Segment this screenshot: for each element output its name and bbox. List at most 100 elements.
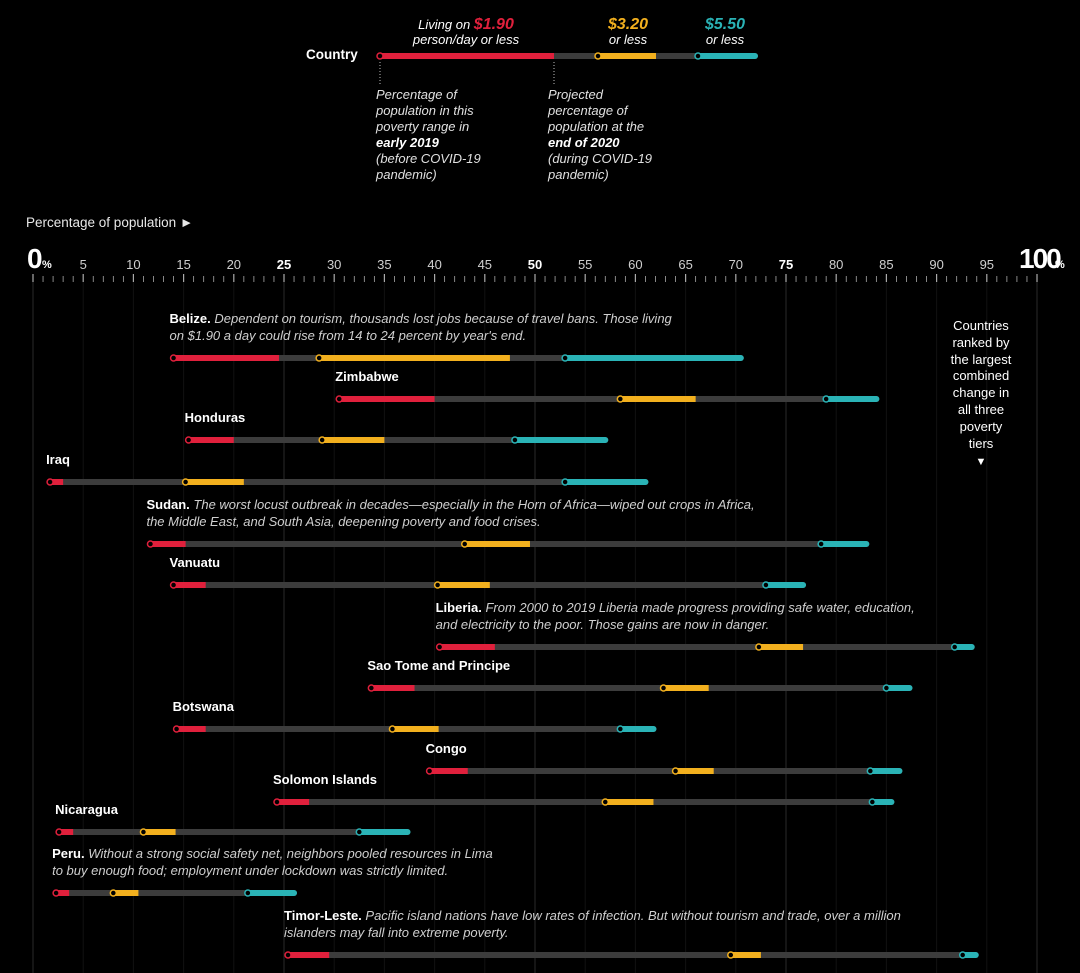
tier2-start-dot bbox=[755, 643, 763, 651]
tick-label-0: 0 bbox=[27, 243, 42, 274]
country-label: Belize. Dependent on tourism, thousands … bbox=[170, 311, 672, 344]
country-name: Nicaragua bbox=[55, 801, 118, 817]
country-name: Sudan. bbox=[146, 497, 190, 512]
tier1-start-dot bbox=[273, 798, 281, 806]
tier1-start-dot bbox=[284, 951, 292, 959]
country-label: Honduras bbox=[185, 410, 246, 427]
country-row-timor-leste bbox=[284, 951, 979, 959]
tick-label-40: 40 bbox=[427, 257, 441, 272]
tier3-start-dot bbox=[868, 798, 877, 806]
country-row-honduras bbox=[184, 436, 609, 444]
rank-note: Countries ranked by the largest combined cha… bbox=[936, 318, 1026, 471]
country-label: Timor-Leste. Pacific island nations have… bbox=[284, 908, 901, 941]
tier1-start-dot bbox=[52, 889, 60, 897]
rank-note-line: the largest bbox=[950, 351, 1012, 367]
start-note-line: Percentage of bbox=[376, 87, 457, 102]
tier1-start-dot bbox=[435, 643, 444, 651]
start-note-line: early 2019 bbox=[376, 135, 439, 150]
legend-tier3-amount: $5.50 bbox=[704, 16, 746, 33]
end-note-line: (during COVID-19 bbox=[548, 151, 653, 166]
country-name: Iraq bbox=[46, 451, 70, 467]
tier2-start-dot bbox=[727, 951, 735, 959]
country-name: Liberia. bbox=[435, 600, 482, 615]
down-arrow-icon: ▼ bbox=[975, 456, 987, 469]
country-row-solomon-islands bbox=[273, 798, 895, 806]
tier3-start-dot bbox=[958, 951, 967, 959]
country-label: Vanuatu bbox=[170, 555, 221, 572]
end-note-line: pandemic) bbox=[548, 167, 609, 182]
tier2-start-dot bbox=[181, 478, 190, 486]
country-note: From 2000 to 2019 Liberia made progress … bbox=[481, 600, 915, 615]
country-label: Sao Tome and Principe bbox=[367, 658, 510, 675]
tier2-start-dot bbox=[460, 540, 469, 548]
tick-label-35: 35 bbox=[377, 257, 391, 272]
country-row-liberia bbox=[435, 643, 975, 651]
tick-label-30: 30 bbox=[327, 257, 341, 272]
tier1-start-dot bbox=[46, 478, 54, 486]
country-row-belize bbox=[169, 354, 744, 362]
tier3-start-dot bbox=[822, 395, 830, 403]
tier1-start-dot bbox=[184, 436, 193, 444]
tier1-start-dot bbox=[146, 540, 155, 548]
country-label: Liberia. From 2000 to 2019 Liberia made … bbox=[436, 600, 915, 633]
country-row-vanuatu bbox=[169, 581, 807, 589]
country-label: Iraq bbox=[46, 452, 70, 469]
tick-label-10: 10 bbox=[126, 257, 140, 272]
country-name: Zimbabwe bbox=[335, 368, 399, 384]
legend-tier2-amount: $3.20 bbox=[607, 16, 649, 33]
tier3-start-dot bbox=[882, 684, 891, 692]
tier1-start-dot bbox=[172, 725, 181, 733]
rank-note-line: ranked by bbox=[952, 334, 1010, 350]
tier2-start-dot bbox=[318, 436, 326, 444]
country-row-congo bbox=[425, 767, 903, 775]
tier1-start-dot bbox=[55, 828, 63, 836]
tier3-start-dot bbox=[866, 767, 875, 775]
country-row-peru bbox=[52, 889, 298, 897]
tick-label-60: 60 bbox=[628, 257, 642, 272]
tier3-start-dot bbox=[561, 354, 569, 362]
tick-label-15: 15 bbox=[176, 257, 190, 272]
rank-note-line: all three bbox=[957, 401, 1005, 417]
tier2-start-dot bbox=[388, 725, 397, 733]
tick-unit-100: % bbox=[1055, 259, 1065, 271]
tick-label-20: 20 bbox=[227, 257, 241, 272]
country-row-botswana bbox=[172, 725, 657, 733]
legend-tier1-suffix: person/day or less bbox=[412, 32, 520, 47]
tick-label-75: 75 bbox=[779, 257, 793, 272]
start-note-line: poverty range in bbox=[376, 119, 470, 134]
tick-label-55: 55 bbox=[578, 257, 592, 272]
country-label: Peru. Without a strong social safety net… bbox=[52, 846, 493, 879]
rank-note-line: tiers bbox=[968, 435, 994, 451]
tick-label-25: 25 bbox=[277, 257, 291, 272]
country-name: Peru. bbox=[52, 846, 85, 861]
tick-label-45: 45 bbox=[478, 257, 492, 272]
country-name: Belize. bbox=[169, 311, 211, 326]
legend-tier2-suffix: or less bbox=[608, 32, 648, 47]
country-label: Congo bbox=[426, 741, 467, 758]
legend-tier3-header: $5.50 or less bbox=[685, 16, 765, 48]
start-note-line: pandemic) bbox=[376, 167, 437, 182]
country-name: Vanuatu bbox=[169, 554, 221, 570]
legend-end-note: Projected percentage of population at the e… bbox=[548, 87, 652, 183]
legend-tier1-prefix: Living on bbox=[418, 17, 474, 32]
tick-label-80: 80 bbox=[829, 257, 843, 272]
country-note: The worst locust outbreak in decades—esp… bbox=[189, 497, 755, 512]
tier2-start-dot bbox=[671, 767, 680, 775]
legend-graphic bbox=[376, 52, 758, 84]
tier2-start-dot bbox=[139, 828, 148, 836]
tier1-start-dot bbox=[335, 395, 343, 403]
tick-label-70: 70 bbox=[729, 257, 743, 272]
country-row-nicaragua bbox=[55, 828, 411, 836]
country-name: Congo bbox=[425, 740, 467, 756]
country-note: Without a strong social safety net, neig… bbox=[84, 846, 493, 861]
country-note-cont: and electricity to the poor. Those gains… bbox=[435, 616, 770, 632]
start-note-line: population in this bbox=[376, 103, 474, 118]
start-note-line: (before COVID-19 bbox=[376, 151, 481, 166]
tier1-start-dot bbox=[367, 684, 376, 692]
tick-label-5: 5 bbox=[80, 257, 87, 272]
end-note-line: percentage of bbox=[548, 103, 628, 118]
tier3-start-dot bbox=[616, 725, 625, 733]
legend-start-dot-3 bbox=[694, 52, 702, 60]
country-label: Botswana bbox=[173, 699, 234, 716]
country-row-zimbabwe bbox=[335, 395, 880, 403]
